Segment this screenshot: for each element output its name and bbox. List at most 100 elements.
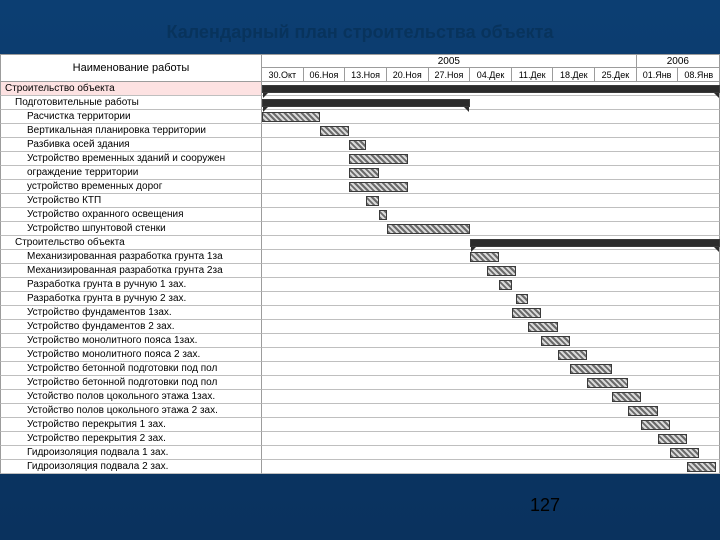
gantt-panel: Наименование работы 20052006 30.Окт06.Но… <box>0 54 720 474</box>
task-bar <box>570 364 612 374</box>
bar-cell <box>262 250 720 264</box>
task-row: Механизированная разработка грунта 2за <box>0 264 720 278</box>
bar-cell <box>262 236 720 250</box>
timeline-header: 20052006 30.Окт06.Ноя13.Ноя20.Ноя27.Ноя0… <box>262 54 720 82</box>
year-cell: 2006 <box>637 55 720 68</box>
task-row: Гидроизоляция подвала 2 зах. <box>0 460 720 474</box>
task-row: Устройство бетонной подготовки под пол <box>0 376 720 390</box>
task-row: устройство временных дорог <box>0 180 720 194</box>
task-label: Подготовительные работы <box>0 96 262 110</box>
task-bar <box>628 406 657 416</box>
year-row: 20052006 <box>262 54 720 68</box>
task-label: Устройство бетонной подготовки под пол <box>0 362 262 376</box>
gantt-rows: Строительство объектаПодготовительные ра… <box>0 82 720 474</box>
task-bar <box>366 196 378 206</box>
bar-cell <box>262 278 720 292</box>
task-row: Разработка грунта в ручную 2 зах. <box>0 292 720 306</box>
bar-cell <box>262 208 720 222</box>
task-label: ограждение территории <box>0 166 262 180</box>
bar-cell <box>262 362 720 376</box>
year-cell: 2005 <box>262 55 637 68</box>
task-bar <box>349 168 378 178</box>
task-label: Устойство полов цокольного этажа 1зах. <box>0 390 262 404</box>
bar-cell <box>262 96 720 110</box>
bar-cell <box>262 82 720 96</box>
task-row: Устройство фундаментов 2 зах. <box>0 320 720 334</box>
task-bar <box>499 280 511 290</box>
bar-cell <box>262 292 720 306</box>
summary-bar <box>262 85 720 93</box>
page-number: 127 <box>530 495 560 516</box>
task-label: Гидроизоляция подвала 2 зах. <box>0 460 262 474</box>
bar-cell <box>262 432 720 446</box>
bar-cell <box>262 334 720 348</box>
task-label: Устройство КТП <box>0 194 262 208</box>
task-label: Устойство полов цокольного этажа 2 зах. <box>0 404 262 418</box>
task-bar <box>516 294 528 304</box>
bar-cell <box>262 320 720 334</box>
task-label: Расчистка территории <box>0 110 262 124</box>
task-label: Устройство фундаментов 2 зах. <box>0 320 262 334</box>
task-bar <box>487 266 516 276</box>
task-row: Расчистка территории <box>0 110 720 124</box>
task-label: Вертикальная планировка территории <box>0 124 262 138</box>
task-bar <box>670 448 699 458</box>
bar-cell <box>262 446 720 460</box>
task-bar <box>612 392 641 402</box>
task-row: Устойство полов цокольного этажа 1зах. <box>0 390 720 404</box>
week-row: 30.Окт06.Ноя13.Ноя20.Ноя27.Ноя04.Дек11.Д… <box>262 68 720 82</box>
task-row: Механизированная разработка грунта 1за <box>0 250 720 264</box>
task-row: Подготовительные работы <box>0 96 720 110</box>
slide: Календарный план строительства объекта Н… <box>0 0 720 540</box>
task-label: Устройство бетонной подготовки под пол <box>0 376 262 390</box>
bar-cell <box>262 138 720 152</box>
bar-cell <box>262 124 720 138</box>
week-cell: 06.Ноя <box>304 68 346 82</box>
task-row: Строительство объекта <box>0 236 720 250</box>
task-label: Строительство объекта <box>0 82 262 96</box>
bar-cell <box>262 306 720 320</box>
task-label: Механизированная разработка грунта 2за <box>0 264 262 278</box>
task-row: Гидроизоляция подвала 1 зах. <box>0 446 720 460</box>
bar-cell <box>262 222 720 236</box>
task-label: Устройство перекрытия 1 зах. <box>0 418 262 432</box>
task-label: Устройство охранного освещения <box>0 208 262 222</box>
task-bar <box>587 378 629 388</box>
task-bar <box>541 336 570 346</box>
bar-cell <box>262 390 720 404</box>
week-cell: 25.Дек <box>595 68 637 82</box>
task-row: Устойство полов цокольного этажа 2 зах. <box>0 404 720 418</box>
task-label: Разбивка осей здания <box>0 138 262 152</box>
task-bar <box>528 322 557 332</box>
task-label: Устройство шпунтовой стенки <box>0 222 262 236</box>
task-row: Устройство перекрытия 2 зах. <box>0 432 720 446</box>
week-cell: 20.Ноя <box>387 68 429 82</box>
bar-cell <box>262 194 720 208</box>
task-row: Устройство монолитного пояса 1зах. <box>0 334 720 348</box>
slide-title: Календарный план строительства объекта <box>0 22 720 43</box>
gantt-chart: Наименование работы 20052006 30.Окт06.Но… <box>0 54 720 474</box>
summary-bar <box>470 239 720 247</box>
bar-cell <box>262 460 720 474</box>
task-label: Устройство монолитного пояса 2 зах. <box>0 348 262 362</box>
task-column-header: Наименование работы <box>0 54 262 82</box>
task-bar <box>687 462 716 472</box>
task-bar <box>641 420 670 430</box>
bar-cell <box>262 166 720 180</box>
week-cell: 01.Янв <box>637 68 679 82</box>
bar-cell <box>262 264 720 278</box>
task-label: Гидроизоляция подвала 1 зах. <box>0 446 262 460</box>
task-row: Устройство КТП <box>0 194 720 208</box>
task-row: Устройство перекрытия 1 зах. <box>0 418 720 432</box>
week-cell: 27.Ноя <box>429 68 471 82</box>
summary-bar <box>262 99 470 107</box>
week-cell: 04.Дек <box>470 68 512 82</box>
task-label: Разработка грунта в ручную 1 зах. <box>0 278 262 292</box>
task-bar <box>387 224 470 234</box>
task-label: Устройство перекрытия 2 зах. <box>0 432 262 446</box>
task-bar <box>512 308 541 318</box>
week-cell: 08.Янв <box>678 68 720 82</box>
task-bar <box>349 154 407 164</box>
task-bar <box>470 252 499 262</box>
task-bar <box>558 350 587 360</box>
